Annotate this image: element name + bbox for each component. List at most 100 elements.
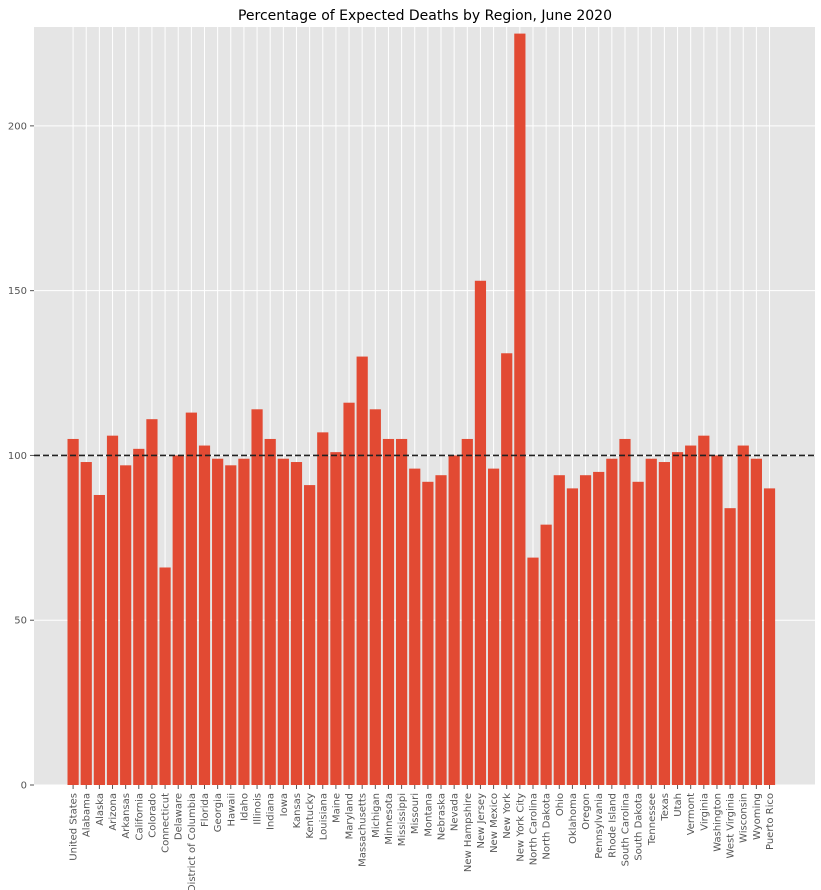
bar <box>698 435 710 785</box>
x-tick-label: Ohio <box>555 793 566 816</box>
x-tick-label: Illinois <box>253 793 264 825</box>
y-axis-ticks: 0 50 100 150 200 <box>8 121 34 792</box>
bar <box>527 557 539 785</box>
x-tick-label: Texas <box>660 793 671 822</box>
x-tick-label: Mississippi <box>397 793 408 846</box>
bar <box>212 458 224 785</box>
bar <box>474 280 487 785</box>
bar <box>606 458 618 785</box>
bar <box>632 481 644 785</box>
bar <box>251 409 263 785</box>
x-tick-label: South Dakota <box>634 793 645 861</box>
x-tick-label: Maryland <box>345 793 356 839</box>
x-tick-label: Connecticut <box>161 793 172 853</box>
x-tick-label: New York <box>502 793 513 839</box>
x-tick-label: Maine <box>331 793 342 823</box>
bar <box>343 402 355 785</box>
x-tick-label: Delaware <box>174 793 185 840</box>
bar <box>685 445 697 785</box>
bar <box>120 465 132 785</box>
x-tick-label: New Hampshire <box>463 793 474 872</box>
bar <box>185 412 197 785</box>
bar <box>146 419 158 785</box>
x-tick-label: Alaska <box>95 793 106 826</box>
x-tick-label: Colorado <box>147 793 158 838</box>
x-tick-label: Wyoming <box>752 793 763 840</box>
bar <box>593 471 605 785</box>
bar <box>711 455 723 785</box>
bar <box>225 465 237 785</box>
x-tick-label: Utah <box>673 793 684 817</box>
x-tick-label: Oregon <box>581 793 592 830</box>
bar <box>159 567 171 785</box>
x-axis-ticks: United States Alabama Alaska Arizona Arkansa… <box>69 785 776 890</box>
x-tick-label: Iowa <box>279 793 290 816</box>
bar <box>304 485 316 785</box>
bar <box>317 432 329 785</box>
x-tick-label: New York City <box>515 793 526 862</box>
x-tick-label: Wisconsin <box>739 793 750 843</box>
bar <box>238 458 250 785</box>
bar <box>369 409 381 785</box>
x-tick-label: North Dakota <box>542 793 553 860</box>
bar <box>619 438 631 785</box>
bar <box>396 438 408 785</box>
x-tick-label: Kentucky <box>305 793 316 839</box>
bar <box>461 438 473 785</box>
bar <box>356 356 368 785</box>
bar <box>645 458 657 785</box>
y-tick-label: 50 <box>14 616 27 627</box>
bar <box>671 452 684 785</box>
x-tick-label: Alabama <box>82 793 93 837</box>
x-tick-label: New Jersey <box>476 793 487 849</box>
bar <box>172 455 184 785</box>
x-tick-label: Rhode Island <box>607 793 618 858</box>
bar <box>658 462 670 785</box>
x-tick-label: Oklahoma <box>568 793 579 844</box>
x-tick-label: United States <box>69 793 80 861</box>
bar <box>553 475 565 785</box>
bar <box>80 462 92 785</box>
x-tick-label: Idaho <box>239 793 250 821</box>
bar <box>409 468 421 785</box>
chart-title: Percentage of Expected Deaths by Region,… <box>238 8 612 24</box>
x-tick-label: South Carolina <box>620 793 631 866</box>
x-tick-label: Montana <box>423 793 434 837</box>
x-tick-label: District of Columbia <box>187 793 198 890</box>
bar <box>579 475 592 785</box>
x-tick-label: Florida <box>200 793 211 827</box>
bar <box>277 458 289 785</box>
x-tick-label: New Mexico <box>489 793 500 853</box>
bar <box>566 488 579 785</box>
bars <box>67 33 776 785</box>
bar <box>106 435 119 785</box>
x-tick-label: Louisiana <box>318 793 329 840</box>
bar <box>382 438 395 785</box>
x-tick-label: Nevada <box>450 793 461 831</box>
x-tick-label: Hawaii <box>226 793 237 827</box>
y-tick-label: 150 <box>8 286 27 297</box>
x-tick-label: Washington <box>712 793 723 852</box>
x-tick-label: West Virginia <box>726 793 737 858</box>
x-tick-label: California <box>134 793 145 841</box>
bar <box>737 445 749 785</box>
x-tick-label: Minnesota <box>384 793 395 845</box>
x-tick-label: Kansas <box>292 793 303 828</box>
x-tick-label: Arizona <box>108 793 119 831</box>
x-tick-label: Puerto Rico <box>765 793 776 850</box>
bar <box>67 438 79 785</box>
x-tick-label: Indiana <box>266 793 277 830</box>
bar <box>133 448 145 785</box>
bar <box>264 438 276 785</box>
bar <box>487 468 500 785</box>
bar <box>514 33 526 785</box>
bar <box>750 458 762 785</box>
bar <box>448 455 460 785</box>
bar <box>724 508 736 785</box>
x-tick-label: Tennessee <box>647 793 658 846</box>
bar <box>198 445 211 785</box>
bar <box>93 494 105 785</box>
x-tick-label: Nebraska <box>437 793 448 840</box>
bar <box>540 524 552 785</box>
